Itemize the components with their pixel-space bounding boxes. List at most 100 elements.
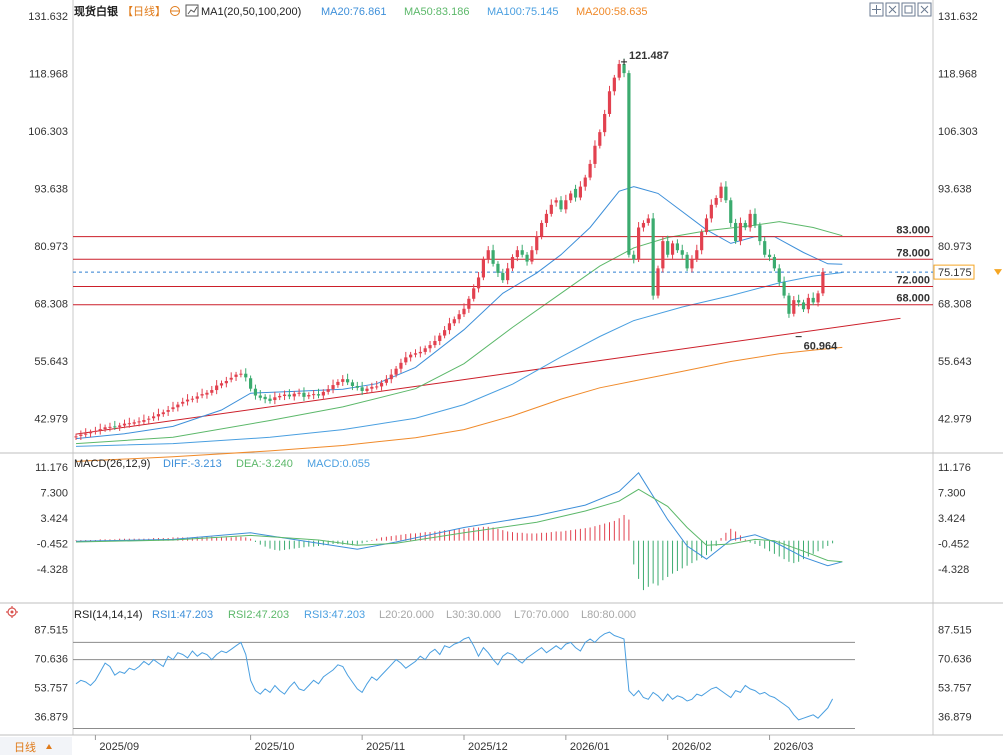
macd-header: MACD(26,12,9) DIFF:-3.213 DEA:-3.240 MAC… [74,458,370,470]
candle-body [244,373,248,378]
level-78.000-label: 78.000 [896,247,930,259]
candle-body [418,351,422,354]
candle-body [573,188,578,198]
candle-body [360,387,364,391]
candle-body [709,204,713,219]
candle-body [234,374,238,377]
candle-body [559,200,563,210]
rsi-header: RSI(14,14,14) RSI1:47.203 RSI2:47.203 RS… [6,606,636,621]
period-dropdown-icon[interactable] [46,744,52,749]
rsi-title[interactable]: RSI(14,14,14) [74,609,142,621]
chart-toolbar [869,2,932,17]
rsi3-value: RSI3:47.203 [304,609,365,621]
candle-body [646,218,650,223]
candle-body [307,395,311,397]
candle-body [428,345,432,349]
candle-body [205,392,209,395]
y-tick-label: 42.979 [938,413,972,425]
candle-body [656,268,660,296]
x-tick-label: 2026/02 [672,741,712,753]
candle-body [278,395,282,398]
macd-dea-value: DEA:-3.240 [236,458,293,470]
candle-body [152,416,156,419]
crosshair-move-icon[interactable] [869,2,884,17]
candle-body [195,396,199,399]
candle-body [384,379,388,383]
candle-body [268,398,272,401]
candle-body [738,222,743,242]
level-72.000-label: 72.000 [896,275,930,287]
period-button-label[interactable]: 日线 [14,740,36,754]
main-y-axis-left: 131.632 118.968 106.303 93.638 80.973 68.308 5… [28,11,68,426]
candle-body [210,390,214,393]
macd-y-tick-label: -4.328 [37,564,68,576]
candle-body [782,281,786,296]
candle-body [219,383,224,386]
candle-body [365,388,369,391]
candle-body [287,394,291,397]
macd-y-axis-left: 11.176 7.300 3.424 -0.452 -4.328 [35,462,68,576]
fullscreen-icon[interactable] [901,2,916,17]
candle-body [578,186,582,198]
y-tick-label: 68.308 [34,298,68,310]
macd-y-tick-label: 3.424 [40,513,68,525]
hide-icon[interactable] [170,6,180,16]
candle-body [680,250,684,255]
candle-body [379,382,384,387]
rsi-settings-icon[interactable] [6,606,18,618]
candle-body [598,132,602,146]
rsi-y-tick-label: 87.515 [938,624,972,636]
candle-body [481,259,485,278]
zoom-in-icon[interactable] [885,2,900,17]
close-pane-icon[interactable] [917,2,932,17]
candle-body [690,259,694,269]
price-scroll-arrow-icon[interactable] [994,269,1002,276]
candle-body [530,250,534,262]
indicator-settings-icon[interactable] [185,4,199,17]
candle-body [704,218,709,233]
candle-body [583,177,587,187]
candle-body [375,386,379,388]
candle-body [593,145,597,164]
candle-body [346,379,350,383]
candle-body [651,218,655,296]
candle-body [641,222,646,228]
candle-body [617,64,621,78]
macd-y-tick-label: 11.176 [35,462,68,474]
candle-body [336,381,340,386]
x-tick-label: 2025/09 [99,741,139,753]
y-tick-label: 80.973 [34,241,68,253]
candle-body [108,426,112,428]
ma-indicator-label[interactable]: MA1(20,50,100,200) [201,6,301,18]
rsi1-value: RSI1:47.203 [152,609,213,621]
candle-body [535,236,539,251]
macd-diff-line [75,472,843,567]
macd-y-tick-label: 7.300 [938,488,966,500]
candle-body [297,392,301,394]
macd-y-tick-label: 11.176 [938,462,971,474]
rsi-l70-value: L70:70.000 [514,609,569,621]
rsi-y-tick-label: 36.879 [938,712,972,724]
period-label[interactable]: 【日线】 [122,4,166,18]
candle-body [540,222,544,237]
candle-body [767,254,772,258]
candle-body [171,407,175,410]
candle-body [564,200,568,210]
candle-body [409,354,413,358]
candle-body [491,250,495,264]
period-select-button[interactable]: 日线 [0,737,72,755]
candle-body [282,394,287,396]
candle-body [743,222,747,228]
x-tick-label: 2025/10 [255,741,295,753]
pane-frames [0,0,1003,736]
macd-title[interactable]: MACD(26,12,9) [74,458,150,470]
candle-body [326,389,330,392]
candle-body [486,250,490,260]
level-68.000-label: 68.000 [896,293,930,305]
candle-body [389,374,393,380]
rsi2-value: RSI2:47.203 [228,609,289,621]
candle-body [549,204,553,214]
candle-body [554,200,558,203]
candle-body [331,385,335,390]
